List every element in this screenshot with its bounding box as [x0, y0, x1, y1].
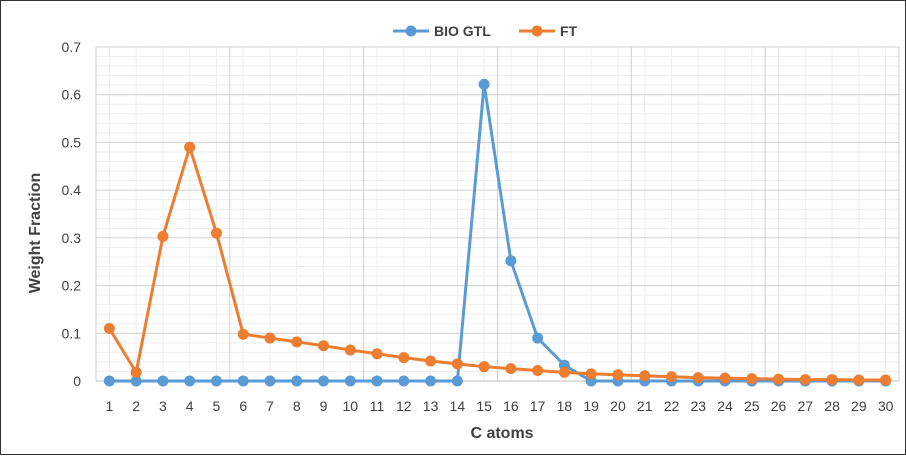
- data-point-ft: [398, 352, 410, 364]
- data-point-ft: [130, 366, 142, 378]
- data-point-bio-gtl: [505, 255, 517, 267]
- data-point-bio-gtl: [264, 375, 276, 387]
- x-tick-label: 14: [450, 398, 466, 414]
- x-tick-label: 1: [105, 398, 113, 414]
- x-tick-label: 9: [320, 398, 328, 414]
- grid: [95, 46, 900, 382]
- data-point-ft: [210, 227, 222, 239]
- data-point-bio-gtl: [532, 332, 544, 344]
- x-tick-label: 12: [396, 398, 412, 414]
- data-point-ft: [451, 358, 463, 370]
- data-point-ft: [425, 355, 437, 367]
- data-point-ft: [692, 372, 704, 384]
- data-point-ft: [612, 369, 624, 381]
- legend-marker-bio-gtl: [405, 25, 417, 37]
- data-point-bio-gtl: [344, 375, 356, 387]
- x-tick-label: 15: [476, 398, 492, 414]
- data-point-ft: [639, 370, 651, 382]
- data-point-ft: [532, 365, 544, 377]
- data-point-ft: [826, 374, 838, 386]
- data-point-ft: [157, 230, 169, 242]
- x-tick-label: 24: [717, 398, 733, 414]
- x-tick-label: 22: [664, 398, 680, 414]
- data-point-ft: [291, 336, 303, 348]
- x-tick-label: 19: [583, 398, 599, 414]
- data-point-ft: [344, 344, 356, 356]
- legend-label-bio-gtl: BIO GTL: [434, 23, 491, 39]
- x-tick-label: 7: [266, 398, 274, 414]
- data-point-bio-gtl: [103, 375, 115, 387]
- x-axis-title: C atoms: [470, 425, 533, 442]
- axes: 00.10.20.30.40.50.60.71 2 3 4 5 6 7 8 9 10 11 12 13 1…: [62, 39, 899, 414]
- data-point-ft: [719, 372, 731, 384]
- x-tick-label: 16: [503, 398, 519, 414]
- x-tick-label: 8: [293, 398, 301, 414]
- x-tick-label: 3: [159, 398, 167, 414]
- y-tick-label: 0.3: [62, 230, 82, 246]
- data-point-ft: [184, 141, 196, 153]
- y-tick-label: 0.6: [62, 87, 82, 103]
- data-point-bio-gtl: [184, 375, 196, 387]
- data-point-ft: [478, 361, 490, 373]
- data-point-bio-gtl: [318, 375, 330, 387]
- x-tick-label: 17: [530, 398, 546, 414]
- x-tick-label: 10: [342, 398, 358, 414]
- y-tick-label: 0: [73, 373, 81, 389]
- y-axis-title: Weight Fraction: [27, 173, 44, 294]
- data-point-bio-gtl: [210, 375, 222, 387]
- data-point-bio-gtl: [371, 375, 383, 387]
- x-tick-label: 18: [557, 398, 573, 414]
- data-point-bio-gtl: [237, 375, 249, 387]
- data-point-ft: [853, 374, 865, 386]
- x-tick-label: 23: [690, 398, 706, 414]
- x-tick-label: 29: [851, 398, 867, 414]
- legend-marker-ft: [531, 25, 543, 37]
- y-tick-label: 0.5: [62, 134, 82, 150]
- x-tick-label: 20: [610, 398, 626, 414]
- x-tick-label: 4: [186, 398, 194, 414]
- x-tick-label: 30: [878, 398, 894, 414]
- x-tick-label: 6: [239, 398, 247, 414]
- data-point-ft: [264, 332, 276, 344]
- y-tick-label: 0.1: [62, 325, 82, 341]
- data-point-ft: [505, 363, 517, 375]
- x-tick-label: 28: [824, 398, 840, 414]
- data-point-bio-gtl: [425, 375, 437, 387]
- y-tick-label: 0.7: [62, 39, 82, 55]
- series: [103, 78, 892, 387]
- x-tick-label: 21: [637, 398, 653, 414]
- y-tick-label: 0.4: [62, 182, 82, 198]
- data-point-bio-gtl: [291, 375, 303, 387]
- x-tick-label: 13: [423, 398, 439, 414]
- x-tick-label: 27: [798, 398, 814, 414]
- data-point-bio-gtl: [157, 375, 169, 387]
- x-tick-label: 26: [771, 398, 787, 414]
- legend: BIO GTL FT: [393, 23, 578, 39]
- data-point-ft: [371, 348, 383, 360]
- data-point-ft: [558, 366, 570, 378]
- x-tick-label: 5: [213, 398, 221, 414]
- data-point-ft: [880, 374, 892, 386]
- data-point-ft: [103, 323, 115, 335]
- data-point-bio-gtl: [130, 375, 142, 387]
- y-tick-label: 0.2: [62, 278, 82, 294]
- x-tick-label: 2: [132, 398, 140, 414]
- legend-label-ft: FT: [560, 23, 578, 39]
- data-point-ft: [746, 373, 758, 385]
- data-point-ft: [318, 340, 330, 352]
- x-tick-label: 11: [370, 398, 385, 414]
- x-tick-label: 25: [744, 398, 760, 414]
- data-point-ft: [665, 371, 677, 383]
- data-point-bio-gtl: [398, 375, 410, 387]
- data-point-ft: [585, 368, 597, 380]
- data-point-ft: [799, 374, 811, 386]
- data-point-bio-gtl: [451, 375, 463, 387]
- data-point-bio-gtl: [478, 78, 490, 90]
- data-point-ft: [237, 328, 249, 340]
- data-point-ft: [773, 373, 785, 385]
